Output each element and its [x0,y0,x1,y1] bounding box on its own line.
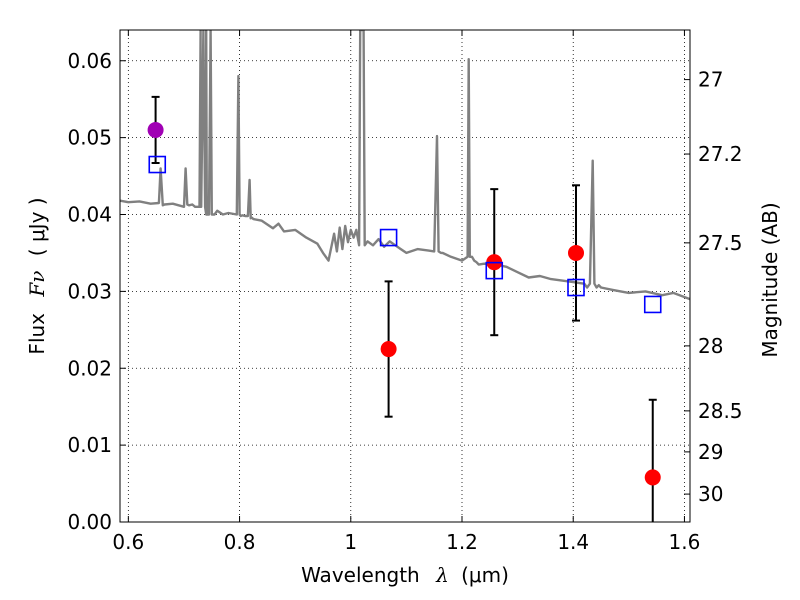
y-tick-label: 0.04 [67,203,112,227]
y2-tick-label: 28 [698,334,723,358]
ticks: 0.6 0.8 1 1.2 1.4 1.6 0.00 0.01 0.02 0.03 0.04 0.05… [67,30,743,554]
y2-tick-label: 30 [698,482,723,506]
plot-frame [119,29,691,523]
model-photometry-square [148,155,167,174]
markers-layer [147,95,662,522]
y-tick-label: 0.02 [67,356,112,380]
model-photometry-square [643,295,662,314]
model-spectrum-line [120,30,690,301]
x-tick-label: 1 [344,530,357,554]
y-tick-label: 0.05 [67,126,112,150]
y2-tick-label: 27 [698,68,723,92]
y-axis-label: Flux Fν ( μJy ) [25,197,49,354]
observed-flux-point [147,121,164,138]
y-axis-label-unit: ( μJy ) [25,197,49,256]
y-tick-label: 0.06 [67,49,112,73]
y2-tick-label: 27.2 [698,142,743,166]
model-photometry-square [379,228,398,247]
model-photometry-square [567,278,585,297]
x-axis-label-unit: (μm) [461,563,509,587]
x-tick-label: 0.8 [224,530,256,554]
x-axis-label: Wavelength λ (μm) [301,563,509,587]
y-axis-label-symbol: Fν [25,271,49,298]
y2-tick-label: 27.5 [698,231,743,255]
observed-flux-point [568,244,584,261]
observed-flux-point [380,341,397,358]
model-photometry-square [485,261,504,280]
series-layer [120,30,690,301]
y2-axis-label: Magnitude (AB) [758,202,782,357]
y-axis-label-prefix: Flux [25,313,49,355]
y-tick-label: 0.01 [67,433,112,457]
y-tick-label: 0.00 [67,510,112,534]
y2-tick-label: 28.5 [698,399,743,423]
x-axis-label-prefix: Wavelength [301,563,420,587]
observed-flux-point [644,469,661,486]
x-tick-label: 1.2 [446,530,478,554]
x-tick-label: 1.6 [669,530,701,554]
x-axis-label-symbol: λ [435,563,449,587]
x-tick-label: 1.4 [557,530,589,554]
y-tick-label: 0.03 [67,279,112,303]
x-tick-label: 0.6 [112,530,144,554]
y2-tick-label: 29 [698,440,723,464]
